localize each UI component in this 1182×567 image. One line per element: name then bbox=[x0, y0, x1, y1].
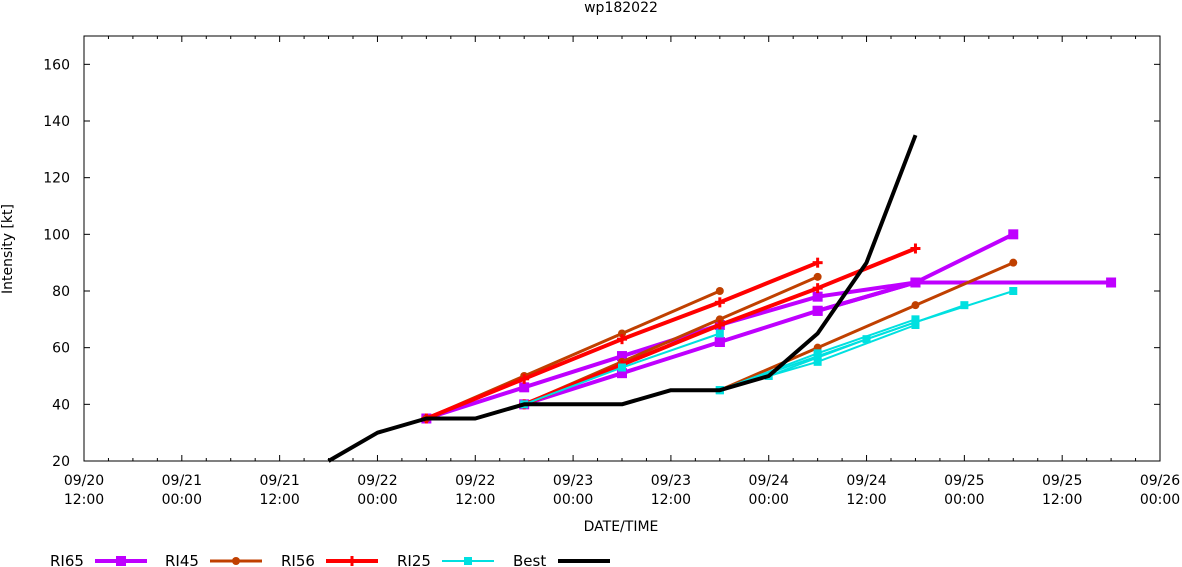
x-tick-time: 12:00 bbox=[846, 492, 886, 508]
y-tick-label: 100 bbox=[43, 227, 70, 243]
y-tick-label: 140 bbox=[43, 114, 70, 130]
x-tick-time: 00:00 bbox=[1140, 492, 1180, 508]
x-tick-date: 09/26 bbox=[1140, 473, 1180, 489]
x-tick-date: 09/20 bbox=[64, 473, 104, 489]
y-tick-label: 120 bbox=[43, 171, 70, 187]
x-tick-date: 09/22 bbox=[455, 473, 495, 489]
x-tick-time: 12:00 bbox=[259, 492, 299, 508]
series-layer bbox=[327, 134, 1117, 463]
x-tick-date: 09/23 bbox=[553, 473, 593, 489]
x-tick-time: 00:00 bbox=[162, 492, 202, 508]
y-tick-label: 20 bbox=[52, 454, 70, 470]
legend-item-best: Best bbox=[513, 552, 610, 567]
x-tick-time: 12:00 bbox=[651, 492, 691, 508]
y-tick-label: 80 bbox=[52, 284, 70, 300]
x-tick-date: 09/21 bbox=[259, 473, 299, 489]
legend-item-ri45: RI45 bbox=[165, 552, 262, 567]
x-tick-date: 09/24 bbox=[749, 473, 789, 489]
x-tick-date: 09/22 bbox=[357, 473, 397, 489]
legend-item-ri56: RI56 bbox=[281, 552, 378, 567]
x-tick-time: 00:00 bbox=[553, 492, 593, 508]
x-tick-date: 09/23 bbox=[651, 473, 691, 489]
x-tick-time: 12:00 bbox=[64, 492, 104, 508]
y-axis-label: Intensity [kt] bbox=[0, 204, 16, 294]
x-tick-time: 12:00 bbox=[455, 492, 495, 508]
x-tick-date: 09/25 bbox=[944, 473, 984, 489]
x-tick-time: 00:00 bbox=[749, 492, 789, 508]
series-ri65 bbox=[421, 229, 1117, 424]
y-tick-label: 40 bbox=[52, 397, 70, 413]
x-tick-date: 09/25 bbox=[1042, 473, 1082, 489]
legend-label: Best bbox=[513, 552, 546, 567]
x-tick-time: 00:00 bbox=[944, 492, 984, 508]
legend-label: RI45 bbox=[165, 552, 199, 567]
x-tick-date: 09/24 bbox=[846, 473, 886, 489]
x-tick-time: 00:00 bbox=[357, 492, 397, 508]
x-axis-label: DATE/TIME bbox=[584, 519, 659, 535]
plot-axes: 20 40 60 80 100 120 140 160 09/20 12:00 09/21 00:00… bbox=[43, 35, 1180, 508]
legend-label: RI65 bbox=[50, 552, 84, 567]
series-best bbox=[327, 134, 918, 463]
legend: RI65 RI45 RI56 RI25 Best bbox=[50, 552, 610, 567]
x-tick-date: 09/21 bbox=[162, 473, 202, 489]
legend-label: RI25 bbox=[397, 552, 431, 567]
legend-item-ri25: RI25 bbox=[397, 552, 494, 567]
legend-label: RI56 bbox=[281, 552, 315, 567]
chart-title: wp182022 bbox=[584, 0, 658, 16]
y-tick-label: 160 bbox=[43, 57, 70, 73]
plot-frame bbox=[83, 35, 1161, 462]
x-tick-time: 12:00 bbox=[1042, 492, 1082, 508]
y-tick-label: 60 bbox=[52, 341, 70, 357]
legend-item-ri65: RI65 bbox=[50, 552, 147, 567]
